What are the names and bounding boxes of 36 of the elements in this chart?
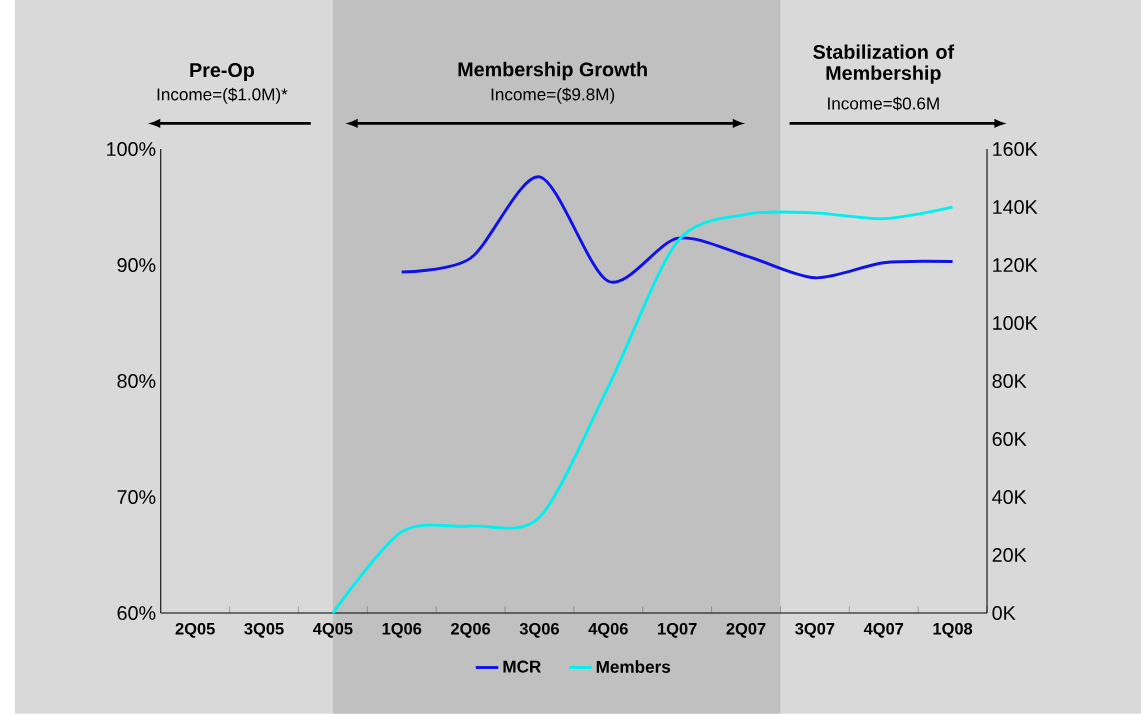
x-tick-label: 3Q05	[244, 623, 284, 638]
y-tick-label: 60%	[117, 606, 156, 621]
line-series	[400, 175, 955, 284]
x-tick-label: 2Q07	[726, 623, 766, 638]
y2-tick-label: 100K	[993, 316, 1038, 331]
legend-label: Members	[596, 660, 671, 674]
y-tick-label: 90%	[117, 258, 156, 273]
y-tick-label: 70%	[117, 490, 156, 505]
text: Membership Growth	[458, 62, 647, 81]
text: Income=$0.6M	[828, 96, 939, 111]
y2-tick-label: 160K	[993, 142, 1038, 157]
y-tick-label: 100%	[107, 142, 156, 157]
text: Stabilization of Membership	[813, 44, 955, 85]
x-tick-label: 4Q06	[588, 623, 628, 638]
y2-tick-label: 60K	[992, 432, 1027, 447]
y2-tick-label: 0K	[992, 606, 1016, 621]
y2-tick-label: 80K	[992, 374, 1027, 389]
y2-tick-label: 120K	[993, 258, 1038, 273]
x-tick-label: 1Q08	[933, 623, 973, 638]
x-tick-label: 3Q07	[795, 623, 835, 638]
x-tick-label: 3Q06	[519, 623, 559, 638]
y-tick-label: 80%	[117, 374, 156, 389]
line-series	[331, 205, 955, 615]
text: Income=($1.0M)*	[157, 87, 288, 104]
x-tick-label: 4Q07	[863, 623, 904, 638]
y2-tick-label: 40K	[992, 490, 1027, 505]
text: Pre-Op	[190, 63, 255, 82]
x-tick-label: 4Q05	[313, 623, 353, 638]
legend-label: MCR	[503, 660, 541, 673]
text: Income=($9.8M)	[491, 87, 615, 104]
x-tick-label: 1Q06	[382, 623, 422, 638]
x-tick-label: 2Q05	[175, 623, 215, 638]
y2-tick-label: 20K	[992, 548, 1027, 563]
y2-tick-label: 140K	[993, 200, 1038, 215]
x-tick-label: 1Q07	[658, 623, 697, 638]
x-tick-label: 2Q06	[451, 623, 491, 638]
